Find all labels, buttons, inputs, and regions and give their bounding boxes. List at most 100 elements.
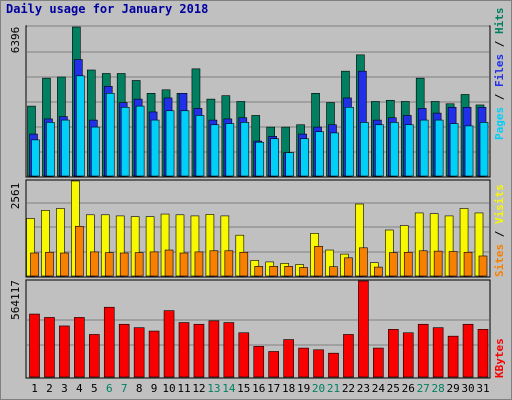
kbytes-bar-day-1 <box>29 313 40 378</box>
sites-bar-day-6 <box>104 252 114 277</box>
sites-bar-day-11 <box>179 252 189 277</box>
x-tick-label-day-8: 8 <box>136 382 143 395</box>
legend-hits: Hits <box>493 8 506 35</box>
sites-bar-day-13 <box>209 250 219 277</box>
sites-bar-day-15 <box>239 251 249 277</box>
kbytes-bar-day-15 <box>238 332 250 378</box>
x-tick-label-day-4: 4 <box>76 382 83 395</box>
bottom-legend: KBytes <box>493 338 506 378</box>
pages-bar-day-31 <box>479 122 489 177</box>
sites-bar-day-5 <box>90 251 99 277</box>
kbytes-bar-day-25 <box>387 329 399 378</box>
sites-bar-day-16 <box>254 266 264 277</box>
x-tick-label-day-1: 1 <box>31 382 38 395</box>
kbytes-bar-day-10 <box>163 310 175 378</box>
legend-visits: Visits <box>493 184 506 224</box>
pages-bar-day-11 <box>180 110 190 177</box>
sites-bar-day-3 <box>60 252 69 277</box>
bottom-panel-max-label: 564117 <box>9 280 22 320</box>
sites-bar-day-10 <box>164 249 174 277</box>
x-tick-label-day-22: 22 <box>342 382 355 395</box>
pages-bar-day-6 <box>105 92 115 177</box>
x-tick-label-day-14: 14 <box>222 382 236 395</box>
pages-bar-day-2 <box>46 122 55 177</box>
kbytes-bar-day-16 <box>253 346 265 378</box>
x-tick-label-day-10: 10 <box>162 382 175 395</box>
pages-bar-day-30 <box>464 125 474 177</box>
chart-title: Daily usage for January 2018 <box>6 2 209 16</box>
x-tick-label-day-7: 7 <box>121 382 128 395</box>
kbytes-bar-day-19 <box>298 347 309 378</box>
middle-panel-max-label: 2561 <box>9 183 22 210</box>
x-tick-label-day-11: 11 <box>177 382 190 395</box>
pages-bar-day-27 <box>419 119 429 177</box>
x-tick-label-day-18: 18 <box>282 382 295 395</box>
kbytes-bar-day-2 <box>44 317 55 378</box>
x-tick-label-day-13: 13 <box>207 382 220 395</box>
kbytes-bar-day-28 <box>432 327 444 378</box>
kbytes-bar-day-11 <box>178 322 190 378</box>
kbytes-bar-day-4 <box>74 317 85 378</box>
pages-bar-day-26 <box>404 124 414 177</box>
sites-bar-day-27 <box>418 250 428 277</box>
pages-bar-day-10 <box>165 110 175 177</box>
x-tick-label-day-5: 5 <box>91 382 98 395</box>
kbytes-bar-day-12 <box>193 323 205 378</box>
kbytes-bar-day-3 <box>59 325 70 378</box>
x-tick-label-day-25: 25 <box>387 382 400 395</box>
x-tick-label-day-19: 19 <box>297 382 310 395</box>
sites-bar-day-28 <box>433 250 443 277</box>
legend-separator: / <box>493 224 506 244</box>
pages-bar-day-22 <box>345 106 354 177</box>
middle-legend: Sites / Visits <box>493 184 506 277</box>
kbytes-bar-day-24 <box>373 347 384 378</box>
kbytes-bar-day-22 <box>343 334 354 378</box>
kbytes-bar-day-7 <box>118 323 130 378</box>
legend-sites: Sites <box>493 244 506 277</box>
pages-bar-day-14 <box>225 123 235 177</box>
pages-bar-day-8 <box>135 105 145 177</box>
kbytes-bar-day-23 <box>358 280 369 378</box>
kbytes-bar-day-30 <box>462 323 474 378</box>
sites-bar-day-29 <box>448 251 458 277</box>
x-tick-label-day-6: 6 <box>106 382 113 395</box>
x-tick-label-day-31: 31 <box>476 382 489 395</box>
sites-bar-day-2 <box>45 251 54 277</box>
kbytes-bar-day-9 <box>148 330 160 378</box>
pages-bar-day-25 <box>389 122 399 177</box>
sites-bar-day-17 <box>269 266 279 277</box>
sites-bar-day-26 <box>403 251 413 277</box>
legend-files: Files <box>493 54 506 87</box>
kbytes-bar-day-26 <box>402 332 414 378</box>
x-tick-label-day-16: 16 <box>252 382 265 395</box>
sites-bar-day-30 <box>463 251 473 277</box>
pages-bar-day-1 <box>31 139 40 177</box>
legend-pages: Pages <box>493 107 506 140</box>
sites-bar-day-20 <box>314 246 323 277</box>
x-tick-label-day-17: 17 <box>267 382 280 395</box>
sites-bar-day-19 <box>299 267 308 277</box>
sites-bar-day-18 <box>284 266 293 277</box>
legend-separator: / <box>493 87 506 107</box>
pages-bar-day-21 <box>330 132 339 177</box>
pages-bar-day-23 <box>360 122 369 177</box>
kbytes-bar-day-21 <box>328 352 339 378</box>
pages-bar-day-3 <box>61 119 70 177</box>
kbytes-bar-day-6 <box>103 306 115 378</box>
x-tick-label-day-29: 29 <box>446 382 459 395</box>
sites-bar-day-8 <box>134 252 144 277</box>
kbytes-bar-day-27 <box>417 323 429 378</box>
x-tick-label-day-9: 9 <box>151 382 158 395</box>
x-tick-label-day-28: 28 <box>432 382 445 395</box>
x-tick-label-day-2: 2 <box>46 382 53 395</box>
kbytes-bar-day-29 <box>447 335 459 378</box>
x-tick-label-day-12: 12 <box>192 382 205 395</box>
pages-bar-day-24 <box>375 124 384 177</box>
x-tick-label-day-21: 21 <box>327 382 340 395</box>
sites-bar-day-4 <box>75 225 84 277</box>
pages-bar-day-19 <box>300 138 309 177</box>
x-tick-label-day-20: 20 <box>312 382 325 395</box>
sites-bar-day-7 <box>119 252 129 277</box>
sites-bar-day-22 <box>344 257 353 277</box>
x-tick-label-day-23: 23 <box>357 382 370 395</box>
